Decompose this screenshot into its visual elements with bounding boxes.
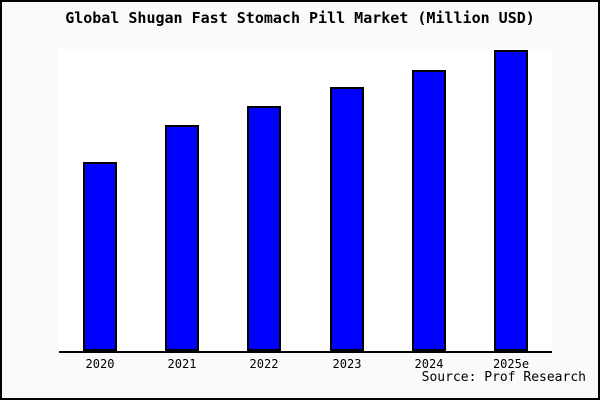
x-tick-label-2025e: 2025e [492, 357, 530, 371]
plot-area [59, 49, 552, 353]
x-tick-label-2022: 2022 [249, 357, 279, 371]
x-tick-label-2023: 2023 [332, 357, 362, 371]
bar-2021 [165, 125, 199, 351]
bar-2020 [83, 162, 117, 351]
x-tick-label-2021: 2021 [167, 357, 197, 371]
source-note: Source: Prof Research [421, 370, 586, 385]
bar-2022 [247, 106, 281, 351]
chart-title: Global Shugan Fast Stomach Pill Market (… [65, 9, 535, 27]
bar-2025e [494, 50, 528, 351]
x-tick-label-2020: 2020 [85, 357, 115, 371]
bar-2024 [412, 70, 446, 351]
bar-2023 [330, 87, 364, 351]
x-tick-label-2024: 2024 [414, 357, 444, 371]
